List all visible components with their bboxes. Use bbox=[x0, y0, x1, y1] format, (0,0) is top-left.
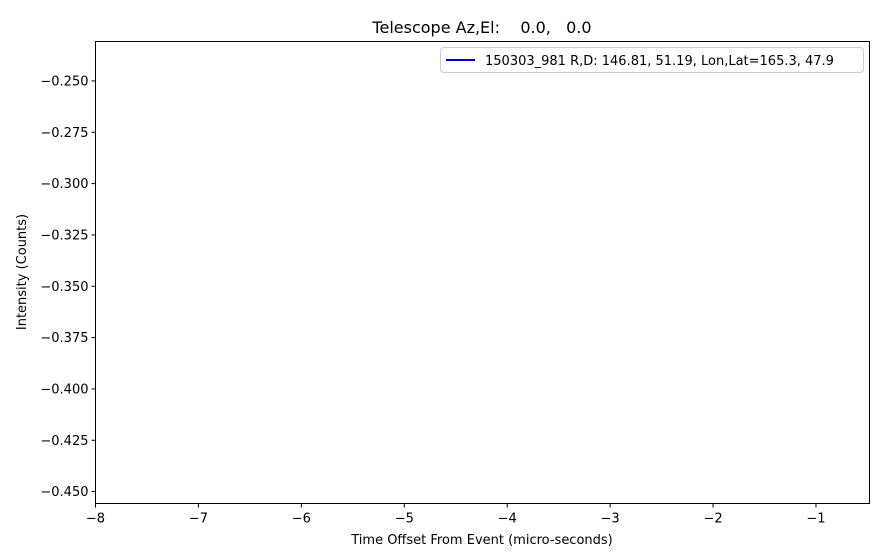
y-axis-label: Intensity (Counts) bbox=[15, 214, 30, 330]
chart-title: Telescope Az,El: 0.0, 0.0 bbox=[371, 18, 591, 37]
legend-box bbox=[440, 47, 864, 73]
x-tick-label: −3 bbox=[601, 512, 620, 527]
y-tick-label: −0.425 bbox=[40, 434, 88, 449]
y-tick-label: −0.350 bbox=[40, 280, 88, 295]
y-tick-label: −0.250 bbox=[40, 74, 88, 89]
x-tick-label: −1 bbox=[806, 512, 825, 527]
x-tick-label: −4 bbox=[498, 512, 517, 527]
x-tick-label: −2 bbox=[703, 512, 722, 527]
y-tick-label: −0.375 bbox=[40, 331, 88, 346]
y-tick-label: −0.450 bbox=[40, 485, 88, 500]
x-tick-label: −7 bbox=[189, 512, 208, 527]
x-axis-label: Time Offset From Event (micro-seconds) bbox=[350, 533, 613, 548]
y-tick-label: −0.300 bbox=[40, 177, 88, 192]
x-tick-label: −8 bbox=[86, 512, 105, 527]
legend: 150303_981 R,D: 146.81, 51.19, Lon,Lat=1… bbox=[440, 47, 864, 73]
x-tick-label: −5 bbox=[395, 512, 414, 527]
plot-area bbox=[95, 41, 870, 504]
x-tick-label: −6 bbox=[292, 512, 311, 527]
y-tick-label: −0.400 bbox=[40, 382, 88, 397]
y-tick-label: −0.275 bbox=[40, 126, 88, 141]
x-axis-ticks: −8 −7 −6 −5 −4 −3 −2 −1 bbox=[86, 503, 826, 527]
legend-label: 150303_981 R,D: 146.81, 51.19, Lon,Lat=1… bbox=[485, 54, 834, 69]
y-axis-ticks: −0.250 −0.275 −0.300 −0.325 −0.350 −0.375 −0.4… bbox=[40, 74, 96, 500]
y-tick-label: −0.325 bbox=[40, 228, 88, 243]
